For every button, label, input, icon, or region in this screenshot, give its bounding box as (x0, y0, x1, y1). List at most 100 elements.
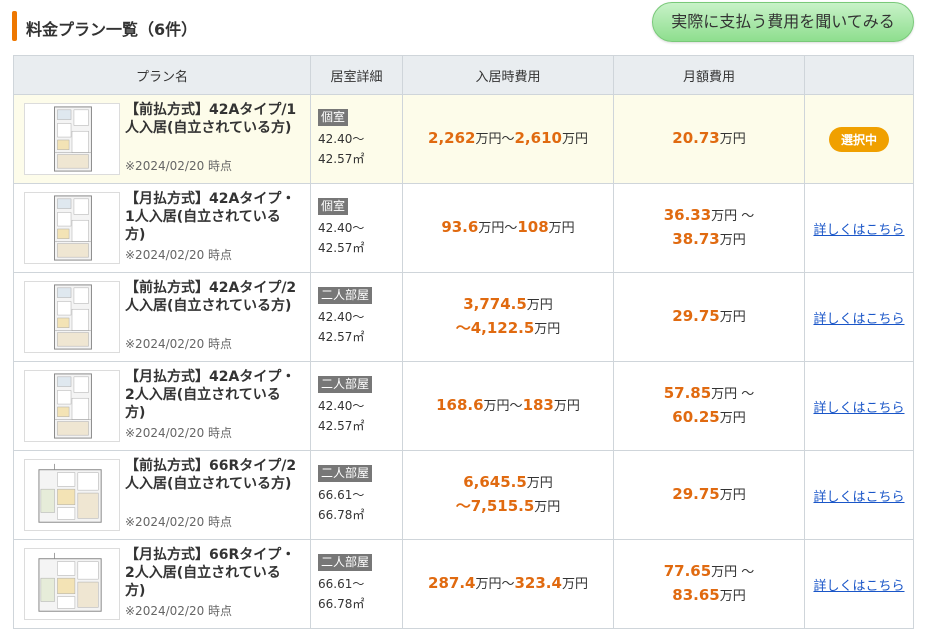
details-link[interactable]: 詳しくはこちら (813, 400, 905, 416)
price-value: 108 (517, 218, 549, 236)
ask-actual-cost-button[interactable]: 実際に支払う費用を聞いてみる (652, 2, 914, 42)
price-unit: 万円 (553, 399, 580, 414)
action-cell: 詳しくはこちら (804, 450, 914, 540)
monthly-cost-cell: 29.75万円 (613, 272, 805, 362)
price-unit: 万円 (526, 298, 553, 313)
price-value: 77.65 (663, 562, 712, 580)
floorplan-thumbnail[interactable] (24, 548, 120, 620)
details-link[interactable]: 詳しくはこちら (813, 578, 905, 594)
price-unit: 万円 ～ (711, 565, 755, 580)
plan-row: 【前払方式】66Rタイプ/2人入居(自立されている方) ※2024/02/20 時… (13, 450, 914, 540)
price-unit: 万円 (561, 577, 588, 592)
floorplan-thumbnail[interactable] (24, 103, 120, 175)
price-unit: 万円 (548, 221, 575, 236)
room-detail-cell: 個室 42.40～ 42.57㎡ (310, 94, 403, 184)
details-link[interactable]: 詳しくはこちら (813, 222, 905, 238)
price-unit: 万円～ (478, 221, 518, 236)
price-line: 29.75万円 (614, 483, 804, 507)
plan-name: 【月払方式】42Aタイプ・2人入居(自立されている方) (125, 369, 296, 421)
action-cell: 詳しくはこちら (804, 272, 914, 362)
plan-row: 【月払方式】66Rタイプ・2人入居(自立されている方) ※2024/02/20 時… (13, 539, 914, 629)
price-line: ～4,122.5万円 (403, 317, 613, 341)
plans-header: 料金プラン一覧（6件） 実際に支払う費用を聞いてみる (12, 2, 917, 44)
price-unit: 万円 (719, 488, 746, 503)
plan-date: ※2024/02/20 時点 (125, 337, 233, 351)
price-line: 77.65万円 ～ (614, 560, 804, 584)
entry-cost-cell: 93.6万円～108万円 (402, 183, 614, 273)
floorplan-thumbnail[interactable] (24, 370, 120, 442)
price-value: 20.73 (672, 129, 720, 147)
room-type-badge: 二人部屋 (318, 554, 373, 571)
price-value: 6,645.5 (463, 473, 527, 491)
column-header-action (804, 55, 914, 95)
price-unit: 万円 (561, 132, 588, 147)
plan-date: ※2024/02/20 時点 (125, 604, 233, 618)
price-unit: 万円 (719, 411, 746, 426)
price-value: 36.33 (663, 206, 712, 224)
column-header-monthly-cost: 月額費用 (613, 55, 805, 95)
price-unit: 万円 (719, 233, 746, 248)
floorplan-drawing (38, 552, 102, 612)
price-value: 38.73 (672, 230, 720, 248)
entry-cost-cell: 168.6万円～183万円 (402, 361, 614, 451)
plan-name: 【月払方式】66Rタイプ・2人入居(自立されている方) (125, 547, 296, 599)
plan-cell: 【前払方式】66Rタイプ/2人入居(自立されている方) ※2024/02/20 時… (13, 450, 311, 540)
price-line: 29.75万円 (614, 305, 804, 329)
price-line: 3,774.5万円 (403, 293, 613, 317)
plan-table: プラン名 居室詳細 入居時費用 月額費用 【前払方式】42Aタイプ/1人入居(自… (13, 55, 914, 629)
price-line: 36.33万円 ～ (614, 204, 804, 228)
plan-row: 【月払方式】42Aタイプ・2人入居(自立されている方) ※2024/02/20 時… (13, 361, 914, 451)
room-detail-cell: 二人部屋 66.61～ 66.78㎡ (310, 539, 403, 629)
monthly-cost-cell: 57.85万円 ～ 60.25万円 (613, 361, 805, 451)
floorplan-drawing (54, 373, 92, 439)
entry-cost-cell: 2,262万円～2,610万円 (402, 94, 614, 184)
price-line: 57.85万円 ～ (614, 382, 804, 406)
monthly-cost-cell: 36.33万円 ～ 38.73万円 (613, 183, 805, 273)
plan-row: 【前払方式】42Aタイプ/2人入居(自立されている方) ※2024/02/20 時… (13, 272, 914, 362)
monthly-cost-cell: 77.65万円 ～ 83.65万円 (613, 539, 805, 629)
entry-cost-cell: 6,645.5万円 ～7,515.5万円 (402, 450, 614, 540)
price-value: 3,774.5 (463, 295, 527, 313)
price-unit: 万円 (719, 589, 746, 604)
plan-cell: 【前払方式】42Aタイプ/1人入居(自立されている方) ※2024/02/20 時… (13, 94, 311, 184)
price-line: 287.4万円～323.4万円 (403, 572, 613, 596)
price-unit: 万円～ (483, 399, 523, 414)
room-area-to: 66.78㎡ (318, 597, 365, 611)
entry-cost-cell: 287.4万円～323.4万円 (402, 539, 614, 629)
price-value: 57.85 (663, 384, 712, 402)
plan-cell: 【月払方式】66Rタイプ・2人入居(自立されている方) ※2024/02/20 時… (13, 539, 311, 629)
room-area-to: 42.57㎡ (318, 241, 365, 255)
plan-date: ※2024/02/20 時点 (125, 426, 233, 440)
room-detail-cell: 二人部屋 42.40～ 42.57㎡ (310, 361, 403, 451)
room-area-to: 42.57㎡ (318, 152, 365, 166)
floorplan-thumbnail[interactable] (24, 459, 120, 531)
room-area-from: 66.61～ (318, 488, 365, 502)
monthly-cost-cell: 20.73万円 (613, 94, 805, 184)
room-detail-cell: 二人部屋 42.40～ 42.57㎡ (310, 272, 403, 362)
floorplan-thumbnail[interactable] (24, 281, 120, 353)
price-line: 20.73万円 (614, 127, 804, 151)
details-link[interactable]: 詳しくはこちら (813, 311, 905, 327)
price-unit: 万円 (534, 500, 561, 515)
details-link[interactable]: 詳しくはこちら (813, 489, 905, 505)
price-value: 83.65 (672, 586, 720, 604)
price-unit: 万円～ (475, 577, 515, 592)
plan-name: 【前払方式】42Aタイプ/2人入居(自立されている方) (125, 280, 297, 314)
floorplan-thumbnail[interactable] (24, 192, 120, 264)
plan-name: 【前払方式】42Aタイプ/1人入居(自立されている方) (125, 102, 297, 136)
price-line: 168.6万円～183万円 (403, 394, 613, 418)
price-value: 2,610 (514, 129, 562, 147)
room-type-badge: 二人部屋 (318, 287, 373, 304)
room-detail-cell: 個室 42.40～ 42.57㎡ (310, 183, 403, 273)
price-value: 323.4 (514, 574, 562, 592)
column-header-room-detail: 居室詳細 (310, 55, 403, 95)
room-area-from: 42.40～ (318, 132, 365, 146)
title-accent-bar (12, 11, 17, 41)
price-value: 93.6 (441, 218, 479, 236)
action-cell: 詳しくはこちら (804, 539, 914, 629)
action-cell: 詳しくはこちら (804, 183, 914, 273)
price-line: 60.25万円 (614, 406, 804, 430)
plan-date: ※2024/02/20 時点 (125, 515, 233, 529)
price-line: 83.65万円 (614, 584, 804, 608)
plan-row: 【前払方式】42Aタイプ/1人入居(自立されている方) ※2024/02/20 時… (13, 94, 914, 184)
